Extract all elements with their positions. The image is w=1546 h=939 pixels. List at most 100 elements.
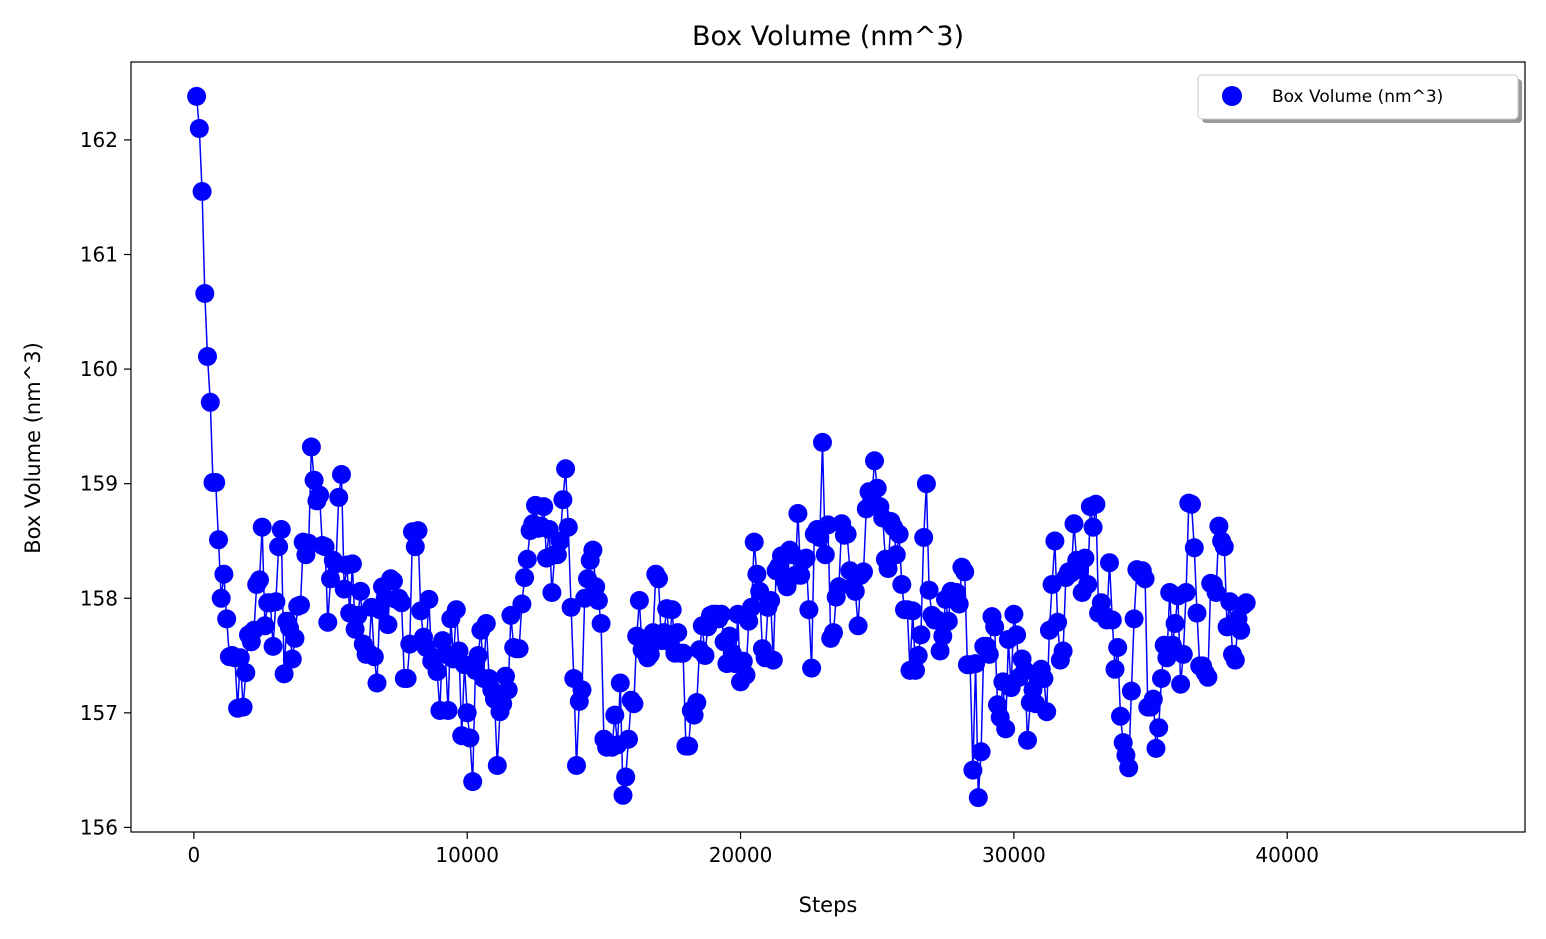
data-point: [911, 625, 931, 645]
data-point: [1152, 669, 1171, 688]
data-point: [266, 592, 286, 612]
data-point: [938, 611, 958, 631]
data-point: [588, 591, 608, 610]
data-point: [534, 497, 554, 517]
data-point: [1100, 553, 1119, 573]
data-point: [206, 473, 226, 492]
data-point: [192, 182, 212, 201]
data-point: [1173, 644, 1193, 664]
x-tick-label: 40000: [1255, 843, 1319, 867]
data-point: [605, 705, 625, 725]
data-point: [250, 570, 269, 590]
data-point: [679, 736, 699, 756]
data-point: [963, 760, 983, 780]
data-point: [553, 490, 573, 510]
data-point: [1124, 609, 1144, 629]
data-point: [966, 654, 986, 674]
data-point: [364, 647, 384, 667]
legend-label: Box Volume (nm^3): [1272, 87, 1443, 107]
data-point: [1007, 625, 1027, 645]
data-point: [1187, 603, 1207, 623]
y-ticks: 156 157 158 159 160 161 162: [80, 128, 131, 839]
data-point: [214, 564, 234, 584]
data-point: [334, 579, 354, 599]
data-point: [397, 669, 417, 688]
data-point: [968, 788, 988, 808]
data-point: [649, 569, 668, 589]
data-point: [867, 478, 887, 498]
data-point: [845, 581, 865, 601]
data-point: [468, 646, 488, 665]
data-point: [561, 597, 581, 617]
data-point: [906, 660, 925, 680]
y-tick-label: 156: [80, 815, 118, 839]
data-point: [736, 665, 756, 685]
data-point: [378, 615, 398, 635]
data-point: [799, 600, 819, 620]
data-point: [542, 583, 562, 602]
data-point: [476, 614, 496, 633]
data-point: [829, 577, 849, 597]
data-point: [1018, 730, 1037, 750]
data-point: [321, 569, 340, 589]
data-point: [315, 537, 335, 557]
data-point: [747, 564, 767, 584]
x-ticks: 0 10000 20000 30000 40000: [187, 832, 1319, 867]
data-point: [744, 532, 764, 552]
data-point: [1206, 583, 1226, 602]
data-point: [1015, 660, 1035, 680]
data-point: [1102, 610, 1122, 630]
data-point: [195, 284, 215, 303]
data-point: [1135, 569, 1155, 589]
data-point: [200, 392, 220, 412]
y-axis-label: Box Volume (nm^3): [21, 342, 45, 554]
data-point: [1182, 494, 1201, 514]
data-point: [498, 680, 518, 700]
data-point: [408, 521, 428, 541]
data-point: [865, 451, 884, 471]
data-point: [640, 644, 660, 664]
data-point: [236, 663, 256, 683]
data-point: [487, 756, 507, 775]
data-point: [1146, 738, 1166, 758]
data-point: [788, 504, 808, 523]
data-point: [255, 616, 275, 636]
data-point: [949, 594, 969, 614]
data-point: [687, 693, 707, 712]
legend-marker: [1222, 86, 1242, 106]
data-point: [613, 785, 633, 805]
data-point: [815, 545, 835, 565]
data-point: [517, 549, 537, 569]
x-tick-label: 30000: [982, 843, 1046, 867]
data-point: [610, 673, 630, 693]
data-point: [558, 517, 578, 537]
data-point: [1004, 604, 1024, 624]
data-point: [509, 639, 529, 659]
data-point: [274, 664, 294, 684]
data-point: [742, 597, 761, 617]
data-point: [351, 581, 371, 601]
data-point: [405, 537, 425, 557]
data-point: [419, 589, 439, 609]
data-point: [1198, 667, 1218, 687]
data-point: [567, 756, 586, 775]
data-point: [979, 644, 999, 664]
data-point: [329, 487, 349, 507]
y-tick-label: 160: [80, 357, 118, 381]
data-point: [695, 646, 715, 665]
y-tick-label: 159: [80, 472, 118, 496]
data-point: [1165, 614, 1185, 633]
data-point: [1086, 494, 1106, 514]
data-point: [233, 697, 253, 717]
data-point: [572, 680, 592, 700]
data-point: [996, 719, 1016, 739]
data-point: [427, 662, 447, 682]
data-point: [550, 531, 570, 551]
data-point: [903, 601, 923, 621]
data-point: [310, 485, 330, 505]
data-point: [848, 616, 868, 636]
data-point: [720, 626, 740, 646]
data-point: [791, 565, 811, 585]
